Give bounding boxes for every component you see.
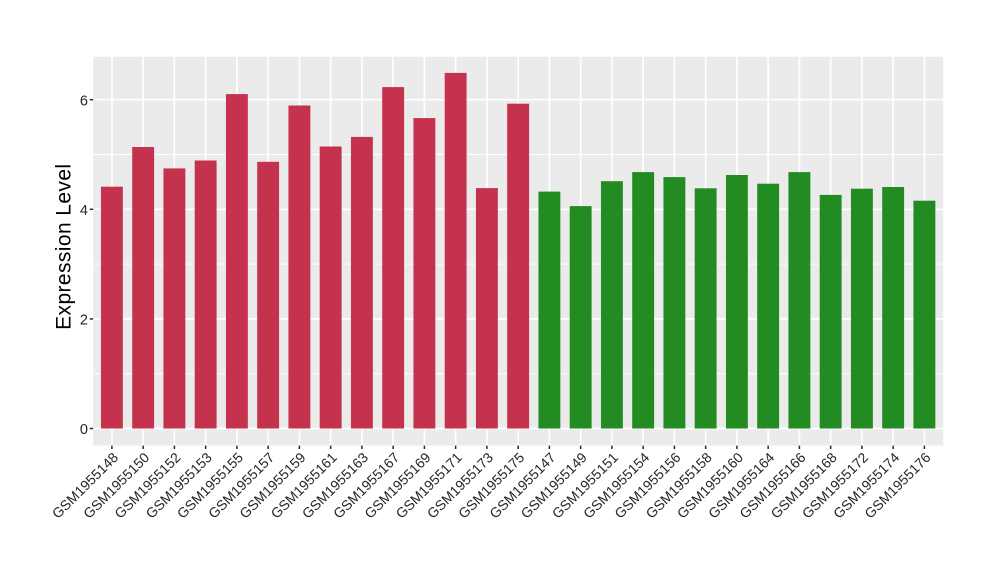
svg-text:6: 6	[80, 93, 88, 109]
svg-text:Expression Level: Expression Level	[53, 164, 76, 330]
svg-text:4: 4	[80, 203, 88, 219]
svg-text:0: 0	[80, 422, 88, 438]
svg-text:2: 2	[80, 313, 88, 329]
